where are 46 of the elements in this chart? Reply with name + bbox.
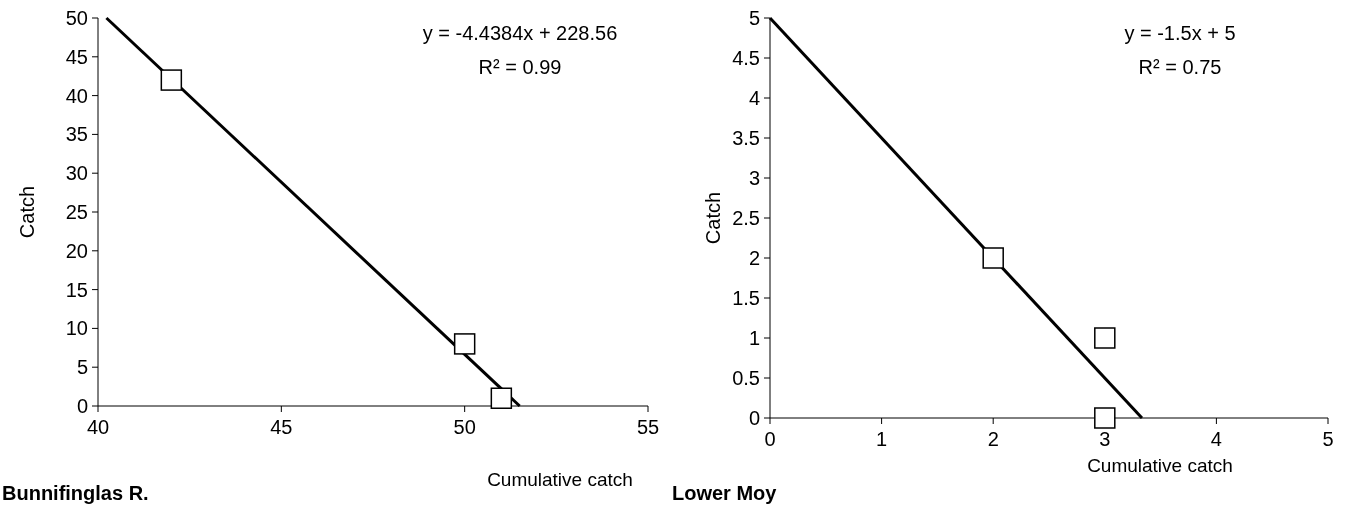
y-tick-label: 0.5 bbox=[732, 367, 760, 389]
y-tick-label: 3 bbox=[748, 167, 760, 189]
y-tick-label: 3.5 bbox=[732, 127, 760, 149]
x-tick-label: 2 bbox=[987, 428, 999, 450]
y-tick-label: 35 bbox=[65, 123, 88, 146]
annotation: R² = 0.75 bbox=[1138, 56, 1222, 78]
x-tick-label: 5 bbox=[1322, 428, 1334, 450]
point bbox=[982, 247, 1004, 269]
x-axis-title: Cumulative catch bbox=[1087, 455, 1233, 476]
text: Bunnifinglas R. bbox=[2, 482, 149, 504]
x-axis-title: Cumulative catch bbox=[487, 469, 633, 490]
y-tick-label: 30 bbox=[65, 162, 88, 185]
x-tick-label: 45 bbox=[270, 416, 293, 438]
y-tick-label: 5 bbox=[748, 7, 760, 29]
y-tick-label: 2.5 bbox=[732, 207, 760, 229]
point bbox=[1094, 407, 1116, 429]
y-tick-label: 0 bbox=[76, 395, 88, 417]
y-tick-label: 15 bbox=[65, 278, 88, 301]
point bbox=[160, 69, 183, 91]
y-tick-label: 20 bbox=[65, 239, 88, 262]
y-tick-label: 4.5 bbox=[732, 47, 760, 69]
y-tick-label: 50 bbox=[65, 7, 88, 29]
annotation: y = -4.4384x + 228.56 bbox=[422, 22, 618, 44]
y-tick-label: 45 bbox=[65, 45, 88, 68]
y-tick-label: 5 bbox=[76, 356, 88, 379]
annotation: R² = 0.99 bbox=[478, 56, 562, 78]
x-tick-label: 3 bbox=[1099, 428, 1111, 450]
point bbox=[453, 333, 476, 355]
y-tick-label: 25 bbox=[65, 201, 88, 223]
y-tick-label: 40 bbox=[65, 84, 88, 107]
y-tick-label: 2 bbox=[748, 247, 760, 269]
y-tick-label: 10 bbox=[65, 317, 88, 340]
x-tick-label: 1 bbox=[876, 428, 888, 450]
x-tick-label: 50 bbox=[453, 416, 476, 438]
point bbox=[490, 387, 513, 409]
y-tick-label: 1 bbox=[748, 327, 760, 349]
y-axis-title: Catch bbox=[702, 191, 724, 245]
x-tick-label: 4 bbox=[1210, 428, 1222, 450]
y-axis-title: Catch bbox=[16, 185, 38, 239]
x-tick-label: 0 bbox=[764, 428, 776, 450]
point bbox=[1094, 327, 1116, 349]
annotation: y = -1.5x + 5 bbox=[1124, 22, 1236, 44]
x-tick-label: 55 bbox=[636, 416, 660, 438]
text: Lower Moy bbox=[672, 482, 778, 504]
y-tick-label: 4 bbox=[748, 87, 760, 109]
y-tick-label: 1.5 bbox=[732, 287, 760, 309]
